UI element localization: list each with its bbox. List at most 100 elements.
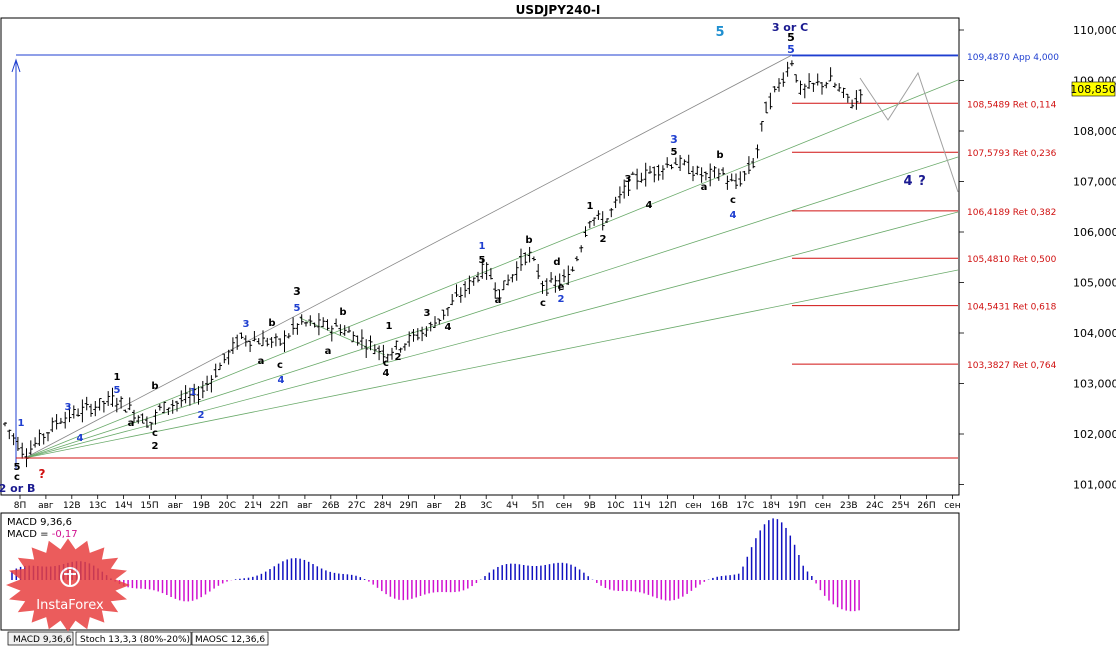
wave-label: c <box>152 428 158 439</box>
candles <box>3 60 863 468</box>
wave-label: 5 <box>787 43 795 56</box>
wave-label: 1 <box>18 418 25 429</box>
wave-label: b <box>339 307 346 318</box>
wave-label: c <box>277 360 283 371</box>
wave-label: 3 <box>65 402 72 413</box>
wave-label: 5 <box>787 31 795 44</box>
logo-icon <box>60 567 80 587</box>
tab-maosc-label[interactable]: MAOSC 12,36,6 <box>195 635 265 645</box>
main-plot-frame <box>0 17 960 496</box>
macd-plot-frame <box>0 512 960 631</box>
x-tick-label: 16В <box>710 501 728 511</box>
fan-line-4 <box>24 269 959 459</box>
y-tick-label: 108,000 <box>1073 125 1116 138</box>
x-tick-label: авг <box>38 501 54 511</box>
fib-level-label: 106,4189 Ret 0,382 <box>967 208 1056 218</box>
wave-label: 1 <box>587 201 594 212</box>
wave-label: a <box>701 182 708 193</box>
x-tick-label: 25Ч <box>892 501 910 511</box>
x-tick-label: 10С <box>607 501 625 511</box>
wave-label: a <box>325 346 332 357</box>
tab-macd[interactable] <box>7 631 74 646</box>
wave-label: 3 <box>424 308 431 319</box>
x-tick-label: 2В <box>454 501 466 511</box>
wave-label: 3 <box>670 133 678 146</box>
wave-label: b <box>151 381 158 392</box>
x-tick-label: 5П <box>532 501 545 511</box>
trend-line-top <box>24 54 793 459</box>
wave-label: a <box>495 295 502 306</box>
wave-label: 1 <box>114 372 121 383</box>
fan-line-3 <box>24 211 959 459</box>
wave-label: 1 <box>479 241 486 252</box>
fib-level-label: 109,4870 App 4,000 <box>967 53 1059 63</box>
x-tick-label: 4Ч <box>506 501 518 511</box>
y-tick-label: 105,000 <box>1073 277 1116 290</box>
wave-label: 4 <box>903 174 912 189</box>
wave-label: 5 <box>294 303 301 314</box>
wave-label: 4 <box>730 210 737 221</box>
x-tick-label: 17С <box>736 501 754 511</box>
x-tick-label: сен <box>556 501 572 511</box>
wave-label: 3 or C <box>772 21 808 34</box>
macd-label: MACD 9,36,6 <box>7 517 72 528</box>
x-tick-label: авг <box>427 501 443 511</box>
price-axis: 110,000109,000108,000107,000106,000105,0… <box>959 24 1116 492</box>
tab-stoch[interactable] <box>75 631 192 646</box>
arrow-head <box>11 58 21 73</box>
x-tick-label: 29П <box>399 501 417 511</box>
x-tick-label: 12В <box>63 501 81 511</box>
wave-label: 2 <box>558 294 565 305</box>
y-tick-label: 110,000 <box>1073 24 1116 37</box>
x-tick-label: 15П <box>140 501 158 511</box>
fib-level-label: 105,4810 Ret 0,500 <box>967 255 1057 265</box>
fan-line-1 <box>24 79 959 459</box>
wave-label: ? <box>39 467 46 481</box>
y-tick-label: 102,000 <box>1073 428 1116 441</box>
x-tick-label: 26В <box>322 501 340 511</box>
fan-lines <box>11 54 959 470</box>
macd-value-label: MACD = -0,17 <box>7 529 78 540</box>
wave-label: 4 <box>646 200 653 211</box>
x-tick-label: 23В <box>840 501 858 511</box>
wave-label: 4 <box>383 368 390 379</box>
wave-label: e <box>558 282 565 293</box>
fan-line-2 <box>24 156 959 459</box>
wave-label: 2 <box>152 441 159 452</box>
wave-label: 5 <box>671 147 678 158</box>
wave-label: 2 or B <box>0 482 35 495</box>
x-tick-label: 27С <box>348 501 366 511</box>
wave-label: b <box>525 235 532 246</box>
x-tick-label: 8П <box>14 501 27 511</box>
x-tick-label: сен <box>944 501 960 511</box>
chart-title: USDJPY240-I <box>516 3 601 17</box>
wave-label: a <box>128 418 135 429</box>
x-tick-label: 18Ч <box>762 501 780 511</box>
x-tick-label: авг <box>168 501 184 511</box>
wave-label: 4 <box>77 433 84 444</box>
y-tick-label: 101,000 <box>1073 479 1116 492</box>
wave-label: 2 <box>395 352 402 363</box>
y-tick-label: 106,000 <box>1073 226 1116 239</box>
x-tick-label: 26П <box>917 501 935 511</box>
x-tick-label: 28Ч <box>374 501 392 511</box>
y-tick-label: 104,000 <box>1073 327 1116 340</box>
tab-macd-label[interactable]: MACD 9,36,6 <box>13 635 72 645</box>
fibonacci-levels: 109,4870 App 4,000 108,5489 Ret 0,114 107,… <box>792 53 1059 371</box>
tab-maosc[interactable] <box>191 631 269 646</box>
wave-label: c <box>383 358 389 369</box>
tab-stoch-label[interactable]: Stoch 13,3,3 (80%-20%) <box>80 635 190 645</box>
x-tick-label: 24С <box>866 501 884 511</box>
wave-label: a <box>258 356 265 367</box>
wave-label: 4 <box>445 322 452 333</box>
x-tick-label: 20С <box>218 501 236 511</box>
time-axis: 8П авг 12В 13С 14Ч 15П авг 19В 20С 21Ч 22П авг 26В 27… <box>14 495 961 511</box>
fib-level-label: 104,5431 Ret 0,618 <box>967 303 1057 313</box>
x-tick-label: 14Ч <box>115 501 133 511</box>
wave-label: 1 <box>386 321 393 332</box>
wave-label: 5 <box>14 462 21 473</box>
wave-label: c <box>730 195 736 206</box>
wave-label: 3 <box>625 174 632 185</box>
wave-label: c <box>540 298 546 309</box>
